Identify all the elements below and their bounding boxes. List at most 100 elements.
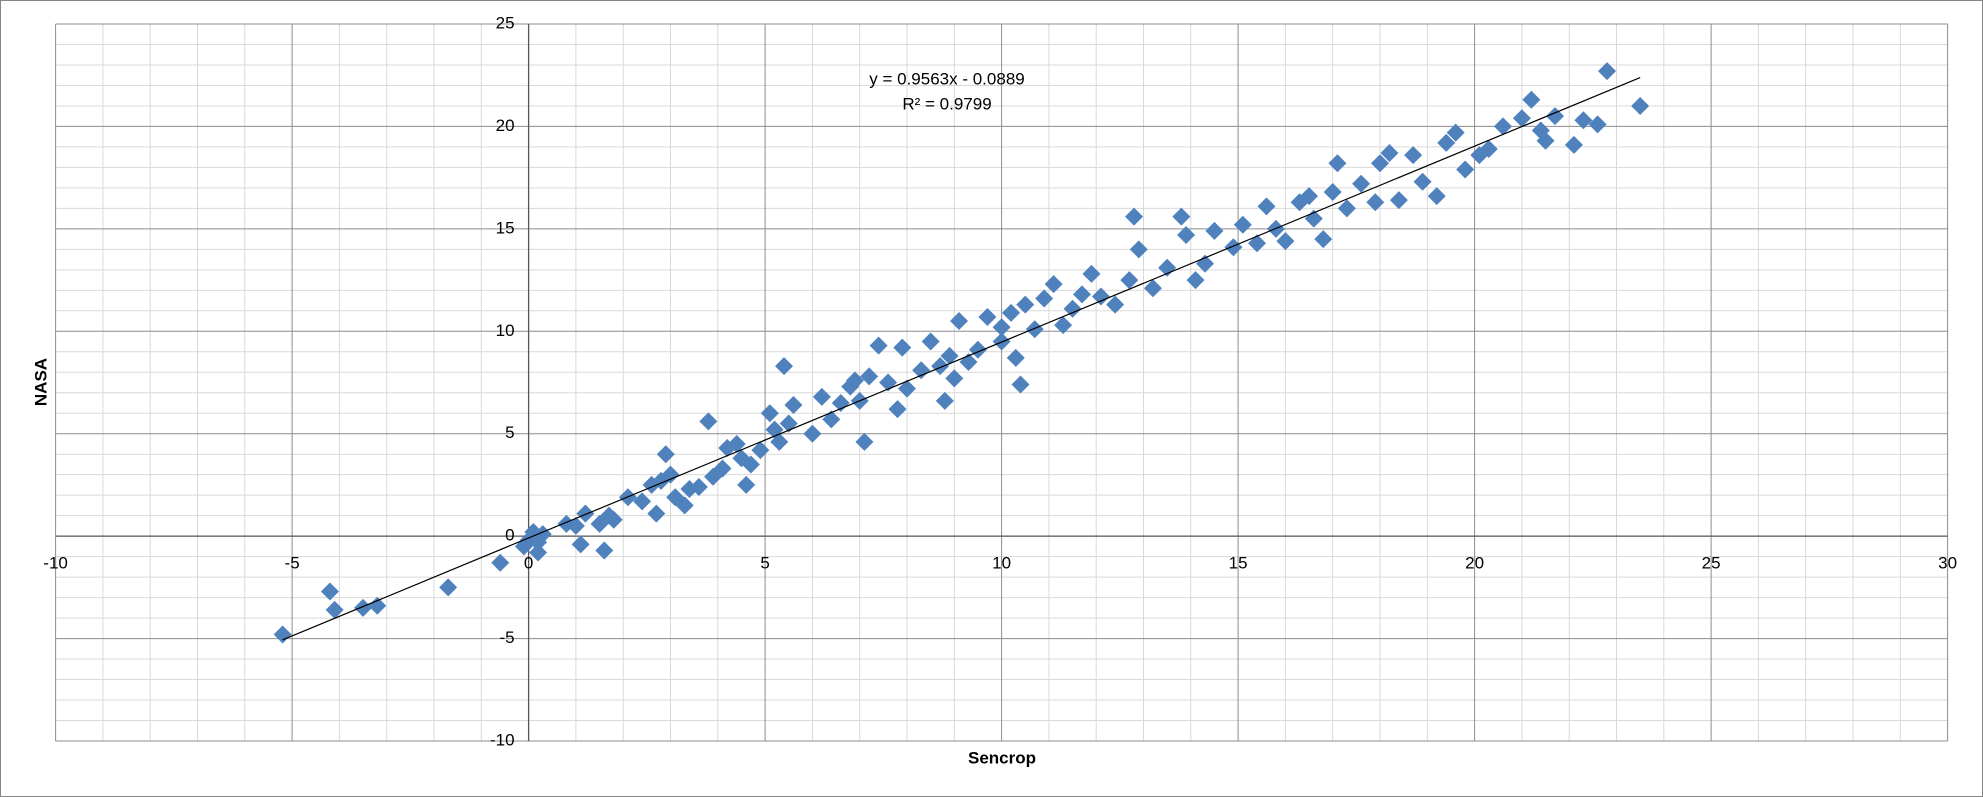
point — [1366, 193, 1385, 212]
point — [893, 338, 912, 357]
point — [1522, 90, 1541, 109]
point — [869, 336, 888, 355]
point — [1427, 187, 1446, 206]
point — [1536, 131, 1555, 150]
point — [1328, 154, 1347, 173]
point — [1404, 146, 1423, 165]
point — [1054, 316, 1073, 335]
x-tick-label: 5 — [760, 554, 769, 573]
x-tick-label: 10 — [992, 554, 1011, 573]
point — [1158, 258, 1177, 277]
point — [1546, 107, 1565, 126]
point — [354, 598, 373, 617]
point — [1082, 264, 1101, 283]
point — [661, 465, 680, 484]
point — [770, 432, 789, 451]
point — [775, 357, 794, 376]
point — [1257, 197, 1276, 216]
point — [931, 357, 950, 376]
grid — [55, 23, 1949, 742]
point — [1276, 232, 1295, 251]
trendline-equation: y = 0.9563x - 0.0889 — [869, 69, 1024, 88]
point — [784, 396, 803, 415]
point — [737, 475, 756, 494]
point — [741, 455, 760, 474]
x-axis-title: Sencrop — [968, 748, 1036, 767]
point — [1016, 295, 1035, 314]
point — [273, 625, 292, 644]
point — [888, 400, 907, 419]
point — [921, 332, 940, 351]
point — [1493, 117, 1512, 136]
point — [760, 404, 779, 423]
point — [945, 369, 964, 388]
y-tick-label: -5 — [499, 628, 514, 647]
point — [751, 441, 770, 460]
point — [1574, 111, 1593, 130]
point — [529, 543, 548, 562]
point — [713, 459, 732, 478]
point — [633, 492, 652, 511]
point — [940, 346, 959, 365]
point — [898, 379, 916, 398]
x-tick-label: 25 — [1702, 554, 1721, 573]
point — [860, 367, 879, 386]
trendline-r2: R² = 0.9799 — [902, 94, 991, 113]
point — [1073, 285, 1092, 304]
x-tick-label: 20 — [1465, 554, 1484, 573]
point — [1352, 174, 1371, 193]
point — [1314, 230, 1333, 249]
point — [1233, 215, 1252, 234]
y-tick-label: 15 — [496, 218, 515, 237]
point — [855, 432, 874, 451]
x-tick-label: 0 — [524, 554, 533, 573]
point — [1389, 191, 1408, 210]
point — [1172, 207, 1191, 226]
point — [595, 541, 614, 560]
point — [491, 553, 510, 572]
point — [1035, 289, 1054, 308]
point — [571, 535, 590, 554]
point — [320, 582, 339, 601]
point — [675, 496, 694, 515]
point — [1512, 109, 1531, 128]
x-tick-label: -5 — [285, 554, 300, 573]
point — [1588, 115, 1607, 134]
point — [1479, 139, 1498, 158]
point — [803, 424, 822, 443]
y-tick-label: 20 — [496, 116, 515, 135]
point — [1224, 238, 1243, 257]
point — [576, 504, 595, 523]
point — [699, 412, 718, 431]
point — [935, 391, 954, 410]
point — [1205, 221, 1224, 240]
x-tick-label: -10 — [43, 554, 68, 573]
point — [1456, 160, 1475, 179]
y-tick-label: 10 — [496, 321, 515, 340]
y-tick-label: -10 — [490, 730, 515, 749]
point — [1006, 348, 1025, 367]
point — [1380, 144, 1399, 163]
point — [812, 387, 831, 406]
y-tick-label: 0 — [505, 526, 514, 545]
point — [1177, 226, 1196, 245]
x-tick-label: 15 — [1229, 554, 1248, 573]
point — [604, 510, 623, 529]
point — [1631, 96, 1650, 115]
y-axis-title: NASA — [31, 358, 50, 406]
point — [1063, 299, 1082, 318]
point — [1598, 62, 1617, 81]
point — [1002, 303, 1021, 322]
point — [912, 361, 931, 380]
point — [1125, 207, 1144, 226]
point — [689, 477, 708, 496]
point — [1044, 275, 1063, 294]
point — [1413, 172, 1432, 191]
point — [656, 445, 675, 464]
point — [992, 318, 1011, 337]
marks — [273, 62, 1650, 644]
point — [978, 307, 997, 326]
